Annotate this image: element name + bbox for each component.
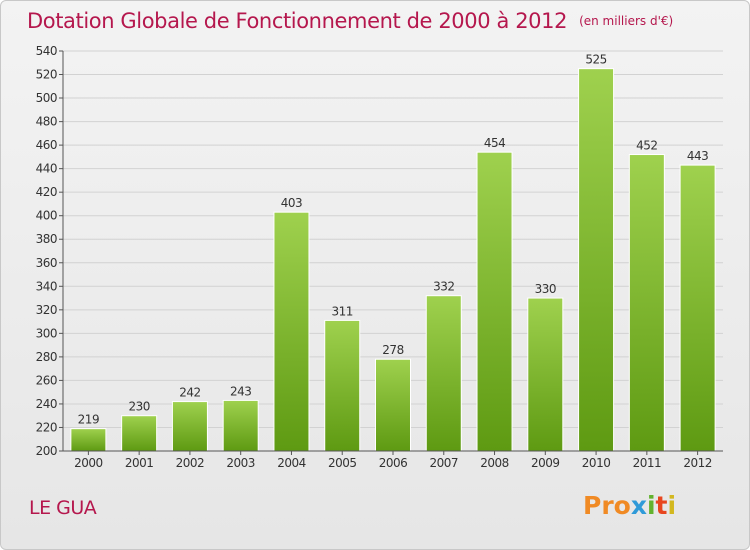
bar-value-label: 452 [636, 139, 657, 153]
y-tick-label: 460 [36, 138, 57, 152]
x-tick-label: 2005 [328, 456, 357, 470]
proxiti-logo: Proxiti [583, 491, 677, 520]
bar-value-label: 525 [585, 53, 606, 67]
y-tick-label: 540 [36, 44, 57, 58]
bar-value-label: 243 [230, 384, 251, 398]
y-tick-label: 260 [36, 373, 57, 387]
bar [121, 415, 158, 452]
x-tick-label: 2008 [480, 456, 509, 470]
y-tick-label: 400 [36, 209, 57, 223]
y-tick-label: 500 [36, 91, 57, 105]
bar-value-label: 332 [433, 280, 454, 294]
bar-value-label: 311 [332, 304, 353, 318]
x-tick-label: 2001 [125, 456, 154, 470]
y-axis-ticks: 200 220 240 260 280 300 320 340 360 380 400 420 440 4… [36, 44, 63, 458]
x-axis-ticks: 2000 2001 2002 2003 2004 2005 2006 2007 2008 2009… [74, 451, 712, 470]
y-tick-label: 200 [36, 444, 57, 458]
bar [476, 151, 513, 452]
y-tick-label: 380 [36, 232, 57, 246]
x-tick-label: 2006 [379, 456, 408, 470]
bar [273, 211, 310, 452]
y-tick-label: 280 [36, 350, 57, 364]
x-tick-label: 2004 [277, 456, 306, 470]
y-tick-label: 220 [36, 420, 57, 434]
x-tick-label: 2011 [633, 456, 662, 470]
bar-value-label: 330 [535, 282, 556, 296]
y-tick-label: 520 [36, 68, 57, 82]
x-tick-label: 2009 [531, 456, 560, 470]
bar-value-label: 219 [78, 413, 99, 427]
y-tick-label: 300 [36, 326, 57, 340]
y-tick-label: 420 [36, 185, 57, 199]
x-tick-label: 2010 [582, 456, 611, 470]
bar [222, 399, 259, 452]
chart-subtitle: (en milliers d'€) [579, 14, 674, 28]
x-tick-label: 2003 [226, 456, 255, 470]
x-tick-label: 2000 [74, 456, 103, 470]
bar [578, 68, 615, 452]
bar [425, 295, 462, 452]
bar [527, 297, 564, 452]
y-tick-label: 340 [36, 279, 57, 293]
bar [171, 401, 208, 452]
bar [375, 358, 411, 452]
x-tick-label: 2007 [429, 456, 458, 470]
bar [679, 164, 716, 452]
x-tick-label: 2002 [176, 456, 205, 470]
bar-value-label: 443 [687, 149, 708, 163]
place-name: LE GUA [29, 497, 97, 519]
bar [70, 428, 107, 452]
chart-title: Dotation Globale de Fonctionnement de 20… [27, 9, 673, 33]
bar-value-label: 454 [484, 136, 505, 150]
y-tick-label: 480 [36, 115, 57, 129]
bar-value-label: 242 [179, 386, 200, 400]
y-tick-label: 240 [36, 397, 57, 411]
x-tick-label: 2012 [683, 456, 712, 470]
bar-value-label: 278 [382, 343, 403, 357]
y-tick-label: 320 [36, 303, 57, 317]
y-tick-label: 360 [36, 256, 57, 270]
axes [62, 51, 723, 452]
y-tick-label: 440 [36, 162, 57, 176]
bars: 219 230 242 243 403 311 278 332 454 330 525 452 443 [70, 53, 716, 452]
bar [324, 319, 361, 452]
bar-value-label: 230 [128, 400, 149, 414]
bar [628, 154, 665, 452]
bar-value-label: 403 [281, 196, 302, 210]
title-text: Dotation Globale de Fonctionnement de 20… [27, 9, 568, 33]
